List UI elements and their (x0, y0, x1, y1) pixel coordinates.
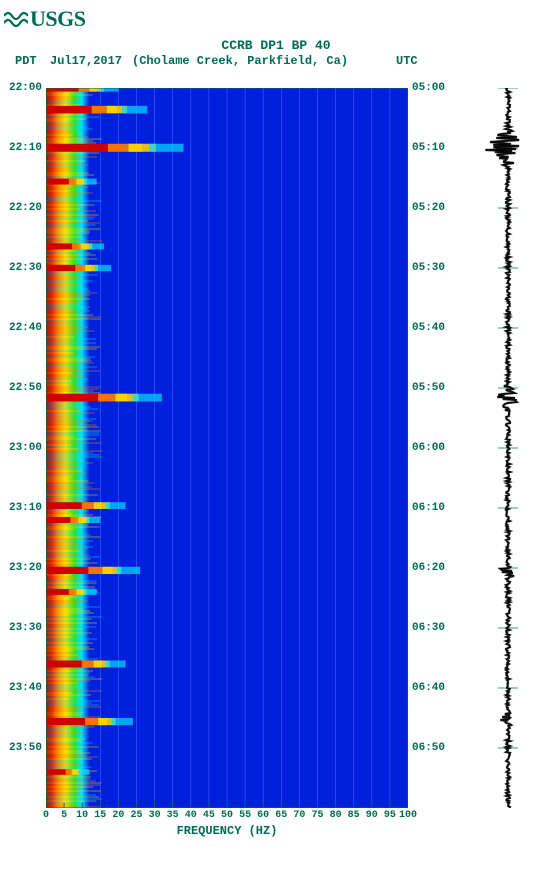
x-tick-label: 30 (149, 810, 161, 821)
y-tick-right: 06:50 (412, 742, 445, 754)
y-tick-left: 22:40 (2, 322, 42, 334)
y-tick-left: 23:40 (2, 682, 42, 694)
y-tick-left: 23:30 (2, 622, 42, 634)
y-tick-left: 22:20 (2, 202, 42, 214)
pdt-label: PDT (15, 54, 37, 68)
x-tick-label: 95 (384, 810, 396, 821)
y-tick-left: 23:20 (2, 562, 42, 574)
date-label: Jul17,2017 (50, 54, 122, 68)
usgs-logo: USGS (4, 6, 85, 34)
x-tick-label: 0 (43, 810, 49, 821)
waveform-trace (480, 88, 536, 808)
y-tick-right: 05:40 (412, 322, 445, 334)
y-tick-right: 06:10 (412, 502, 445, 514)
spectrogram-chart (46, 88, 408, 808)
x-tick-label: 85 (348, 810, 360, 821)
x-tick-label: 80 (330, 810, 342, 821)
x-tick-label: 60 (257, 810, 269, 821)
y-tick-left: 23:10 (2, 502, 42, 514)
y-tick-left: 22:30 (2, 262, 42, 274)
logo-text: USGS (30, 6, 85, 31)
y-tick-right: 06:20 (412, 562, 445, 574)
page-root: USGS CCRB DP1 BP 40 PDT Jul17,2017 (Chol… (0, 0, 552, 892)
x-tick-label: 40 (185, 810, 197, 821)
usgs-wave-icon (4, 8, 28, 34)
x-tick-label: 90 (366, 810, 378, 821)
x-tick-label: 75 (311, 810, 323, 821)
x-tick-label: 45 (203, 810, 215, 821)
x-tick-label: 20 (112, 810, 124, 821)
x-tick-label: 5 (61, 810, 67, 821)
x-tick-label: 100 (399, 810, 417, 821)
x-tick-label: 55 (239, 810, 251, 821)
location-label: (Cholame Creek, Parkfield, Ca) (132, 54, 348, 68)
x-axis-title: FREQUENCY (HZ) (46, 824, 408, 838)
y-tick-left: 22:10 (2, 142, 42, 154)
x-tick-label: 65 (275, 810, 287, 821)
x-axis-ticks: 0510152025303540455055606570758085909510… (46, 808, 408, 824)
x-tick-label: 25 (130, 810, 142, 821)
y-tick-left: 23:50 (2, 742, 42, 754)
x-tick-label: 10 (76, 810, 88, 821)
chart-title: CCRB DP1 BP 40 (0, 38, 552, 53)
x-tick-label: 35 (167, 810, 179, 821)
y-tick-right: 06:40 (412, 682, 445, 694)
y-tick-right: 05:10 (412, 142, 445, 154)
x-tick-label: 50 (221, 810, 233, 821)
y-tick-right: 06:30 (412, 622, 445, 634)
x-tick-label: 15 (94, 810, 106, 821)
y-tick-right: 06:00 (412, 442, 445, 454)
y-tick-left: 22:50 (2, 382, 42, 394)
y-tick-right: 05:20 (412, 202, 445, 214)
utc-label: UTC (396, 54, 418, 68)
y-tick-right: 05:50 (412, 382, 445, 394)
y-tick-left: 22:00 (2, 82, 42, 94)
y-tick-right: 05:30 (412, 262, 445, 274)
x-tick-label: 70 (293, 810, 305, 821)
y-tick-right: 05:00 (412, 82, 445, 94)
y-tick-left: 23:00 (2, 442, 42, 454)
